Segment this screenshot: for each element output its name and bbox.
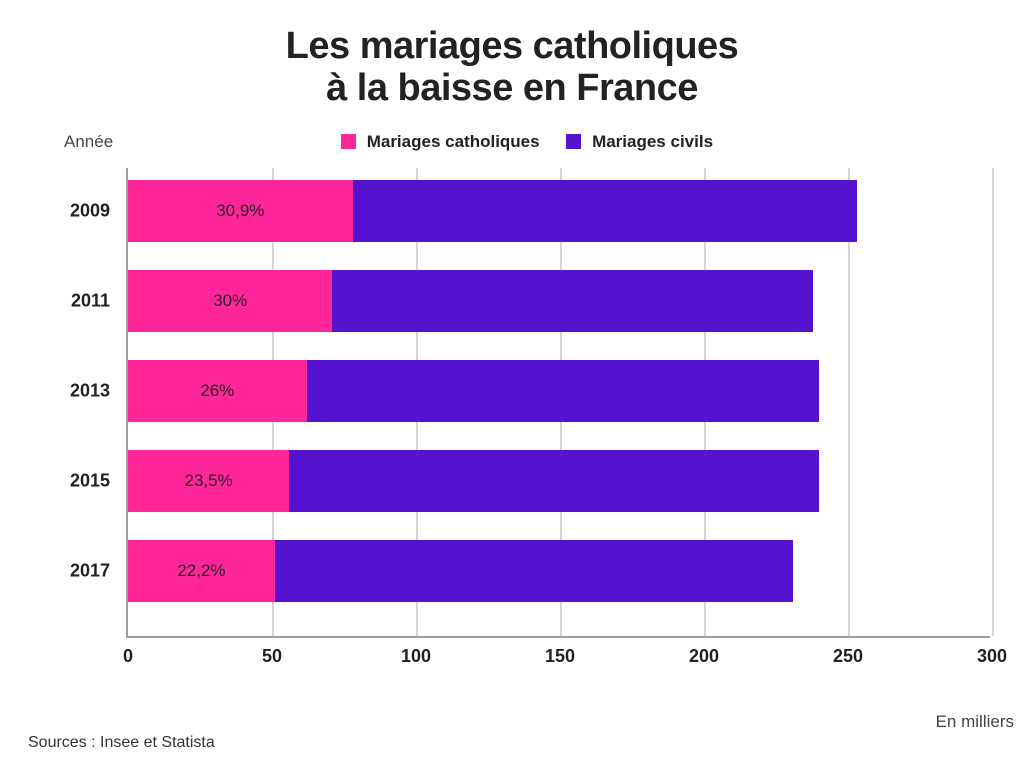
bar-row: 200930,9% [128, 180, 990, 242]
x-tick-label: 150 [545, 646, 575, 667]
bar-segment-civil [307, 360, 820, 422]
bar-row: 201523,5% [128, 450, 990, 512]
y-category-label: 2011 [71, 290, 128, 311]
bar-segment-civil [332, 270, 813, 332]
gridline [992, 168, 994, 636]
x-tick-label: 300 [977, 646, 1007, 667]
x-tick-label: 50 [262, 646, 282, 667]
bar-percent-label: 23,5% [185, 471, 233, 491]
chart-area: Année Mariages catholiques Mariages civi… [38, 132, 994, 692]
bar-segment-civil [353, 180, 857, 242]
y-category-label: 2009 [70, 200, 128, 221]
plot-region: 050100150200250300200930,9%201130%201326… [126, 168, 990, 638]
bar-segment-civil [275, 540, 793, 602]
bar-percent-label: 22,2% [177, 561, 225, 581]
chart-title-line-2: à la baisse en France [326, 67, 698, 109]
bar-row: 201326% [128, 360, 990, 422]
y-category-label: 2017 [70, 560, 128, 581]
legend: Mariages catholiques Mariages civils [38, 132, 994, 152]
x-tick-label: 0 [123, 646, 133, 667]
chart-title-line-1: Les mariages catholiques [286, 25, 739, 67]
legend-swatch-catholic [341, 134, 356, 149]
bar-segment-civil [289, 450, 819, 512]
x-tick-label: 100 [401, 646, 431, 667]
bar-percent-label: 30,9% [216, 201, 264, 221]
x-axis-title: En milliers [936, 712, 1014, 732]
bar-percent-label: 26% [200, 381, 234, 401]
x-tick-label: 200 [689, 646, 719, 667]
y-category-label: 2015 [70, 470, 128, 491]
y-category-label: 2013 [70, 380, 128, 401]
legend-label-catholic: Mariages catholiques [367, 132, 540, 151]
legend-swatch-civil [566, 134, 581, 149]
bar-percent-label: 30% [213, 291, 247, 311]
legend-label-civil: Mariages civils [592, 132, 713, 151]
source-text: Sources : Insee et Statista [28, 734, 215, 752]
bar-row: 201722,2% [128, 540, 990, 602]
bar-row: 201130% [128, 270, 990, 332]
x-tick-label: 250 [833, 646, 863, 667]
chart-title: Les mariages catholiques à la baisse en … [28, 26, 996, 110]
